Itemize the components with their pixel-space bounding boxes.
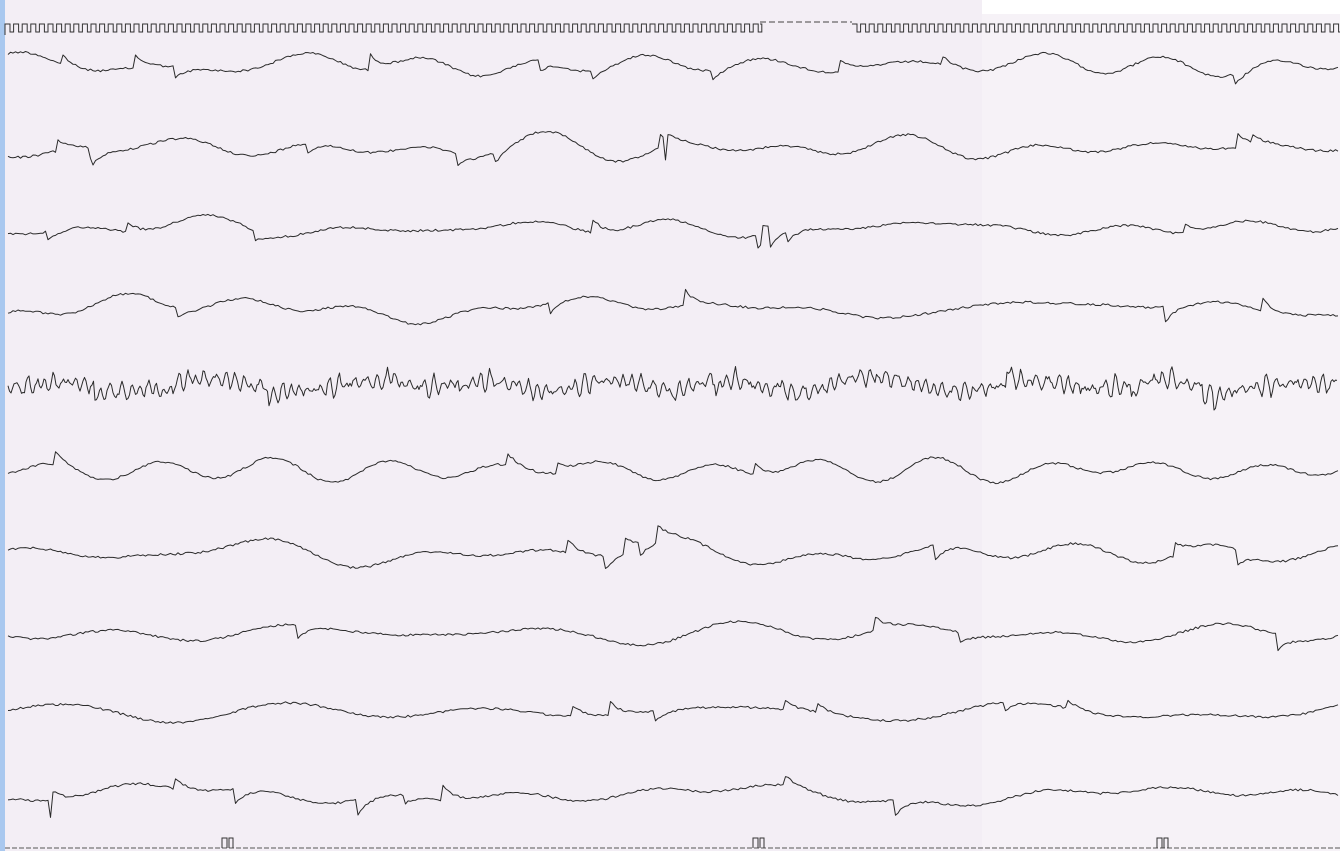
traces <box>7 51 1339 818</box>
scan-margin <box>982 0 1340 14</box>
timing-comb <box>852 23 1340 33</box>
eeg-trace <box>7 451 1339 485</box>
left-edge <box>0 0 5 851</box>
eeg-trace <box>7 131 1339 166</box>
paper-right-scan <box>982 0 1340 851</box>
eeg-trace <box>7 776 1339 818</box>
eeg-trace <box>7 699 1339 724</box>
eeg-trace <box>7 616 1339 652</box>
bottom-pulse <box>1156 837 1169 848</box>
bottom-pulse <box>221 837 234 848</box>
timing-marks <box>4 21 1340 849</box>
eeg-trace <box>7 366 1338 411</box>
timing-comb <box>4 23 763 35</box>
bottom-pulse <box>752 837 765 848</box>
eeg-trace <box>7 213 1339 249</box>
eeg-trace <box>7 288 1339 326</box>
eeg-trace <box>7 51 1339 85</box>
eeg-trace <box>7 525 1339 569</box>
